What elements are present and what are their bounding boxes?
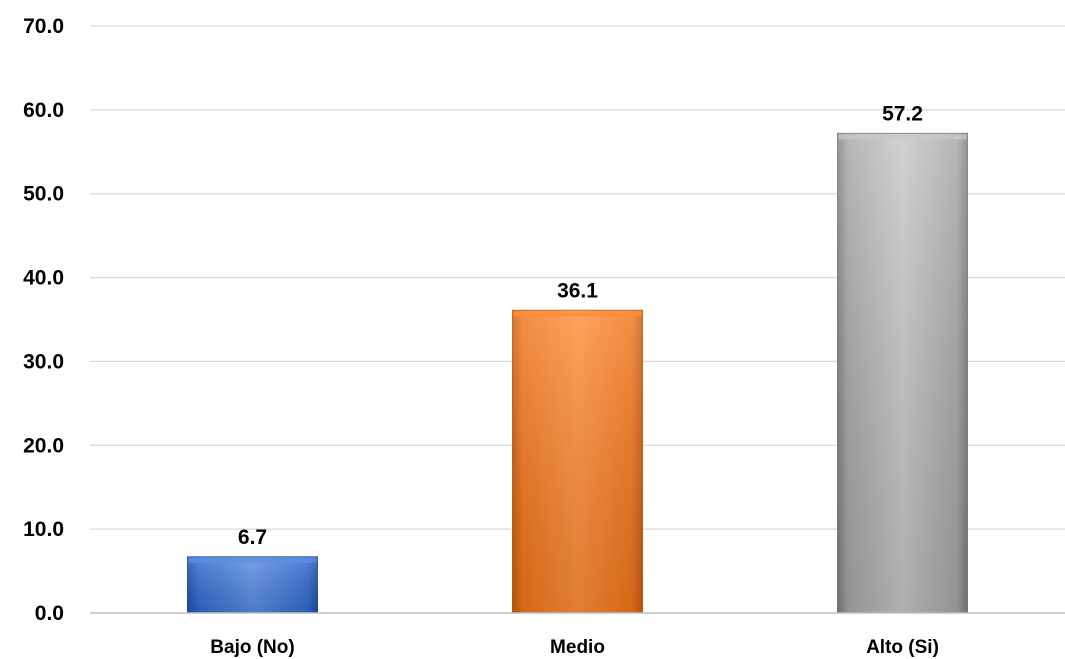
bar-shading: [187, 556, 318, 613]
category-label: Alto (Si): [866, 637, 939, 658]
category-label: Bajo (No): [210, 637, 294, 658]
y-tick-label: 20.0: [23, 434, 64, 457]
bar-top-bevel: [188, 557, 317, 563]
bars: [187, 132, 968, 614]
y-tick-label: 50.0: [23, 183, 64, 206]
y-tick-label: 0.0: [35, 602, 64, 625]
data-label: 36.1: [557, 279, 598, 302]
category-label: Medio: [550, 637, 605, 658]
y-tick-label: 70.0: [23, 15, 64, 38]
y-tick-label: 60.0: [23, 99, 64, 122]
y-tick-label: 40.0: [23, 267, 64, 290]
data-label: 57.2: [882, 102, 923, 125]
y-tick-label: 30.0: [23, 350, 64, 373]
data-label: 6.7: [238, 526, 267, 549]
x-axis-category-labels: Bajo (No) Medio Alto (Si): [210, 637, 939, 658]
y-axis-tick-labels: 0.0 10.0 20.0 30.0 40.0 50.0 60.0 70.0: [23, 15, 64, 625]
bar-shading: [837, 133, 968, 613]
bar-top-bevel: [513, 311, 642, 317]
y-tick-label: 10.0: [23, 518, 64, 541]
bar-shading: [512, 310, 643, 613]
bar-top-bevel: [838, 134, 967, 140]
data-labels: 6.7 36.1 57.2: [238, 102, 923, 548]
